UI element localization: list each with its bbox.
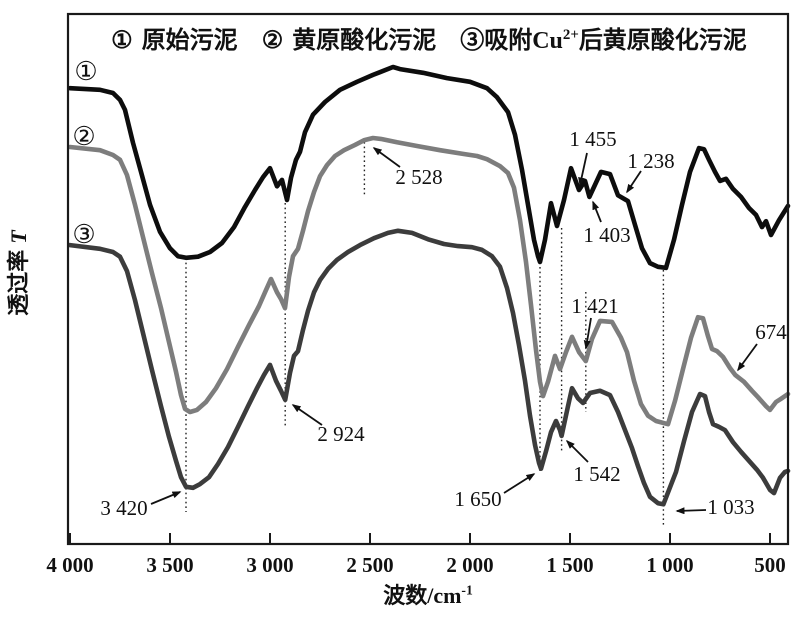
x-tick-label-4000: 4 000 [46,553,93,577]
plot-legend: ① 原始污泥 ② 黄原酸化污泥 ③吸附Cu2+后黄原酸化污泥 [70,27,788,55]
y-axis-symbol: T [6,230,31,244]
x-axis-title: 波数/cm-1 [383,582,473,608]
annotation-label-1238: 1 238 [627,149,674,173]
x-tick-label-500: 500 [754,553,786,577]
annotation-label-1403: 1 403 [583,223,630,247]
legend-label-1: 原始污泥 [141,28,238,54]
annotation-label-1542: 1 542 [573,462,620,486]
annotation-arrow-1403 [592,200,602,223]
annotation-arrow-1033 [675,507,707,515]
legend-marker-3: ③ [460,28,485,54]
x-axis-exponent: -1 [461,582,473,598]
plot-border [66,12,790,546]
y-axis-title: 透过率T [6,230,31,316]
legend-marker-1: ① [111,28,133,54]
curve-label-1: ① [74,57,97,86]
x-tick-label-3500: 3 500 [146,553,193,577]
annotation-label-1650: 1 650 [454,487,501,511]
annotation-arrow-2924 [291,404,323,426]
legend-label-3: 吸附Cu2+后黄原酸化污泥 [484,27,747,54]
annotation-arrow-1421 [583,317,592,350]
spectrum-curve-3 [67,228,791,507]
annotation-arrow-674 [737,343,758,372]
legend-item-raw-sludge: ① 原始污泥 [111,27,238,55]
annotation-label-2924: 2 924 [317,422,365,446]
x-tick-label-3000: 3 000 [246,553,293,577]
annotation-label-1455: 1 455 [569,127,616,151]
legend-item-xanthated-sludge: ② 黄原酸化污泥 [262,27,437,55]
spectrum-curve-1 [67,64,791,271]
annotation-arrow-1238 [626,170,642,194]
x-tick-label-2500: 2 500 [346,553,393,577]
legend-marker-2: ② [261,28,284,54]
x-tick-label-1000: 1 000 [646,553,693,577]
annotation-label-1421: 1 421 [571,294,618,318]
x-tick-label-1500: 1 500 [546,553,593,577]
spectrum-curve-2 [67,135,791,427]
curve-label-2: ② [72,122,95,151]
annotation-label-674: 674 [755,320,787,344]
x-tick-label-2000: 2 000 [446,553,493,577]
superscript-2plus: 2+ [562,27,579,43]
annotation-arrow-1650 [503,473,536,494]
annotation-arrow-1455 [578,152,588,187]
legend-item-cu-adsorbed-sludge: ③吸附Cu2+后黄原酸化污泥 [460,27,747,55]
annotation-arrow-2528 [372,147,401,168]
annotation-label-3420: 3 420 [100,496,147,520]
annotation-label-1033: 1 033 [707,495,754,519]
annotation-arrow-1542 [565,439,589,463]
annotation-label-2528: 2 528 [395,165,442,189]
curve-label-3: ③ [72,220,95,249]
legend-label-2: 黄原酸化污泥 [292,28,437,54]
annotation-arrow-3420 [150,491,182,505]
